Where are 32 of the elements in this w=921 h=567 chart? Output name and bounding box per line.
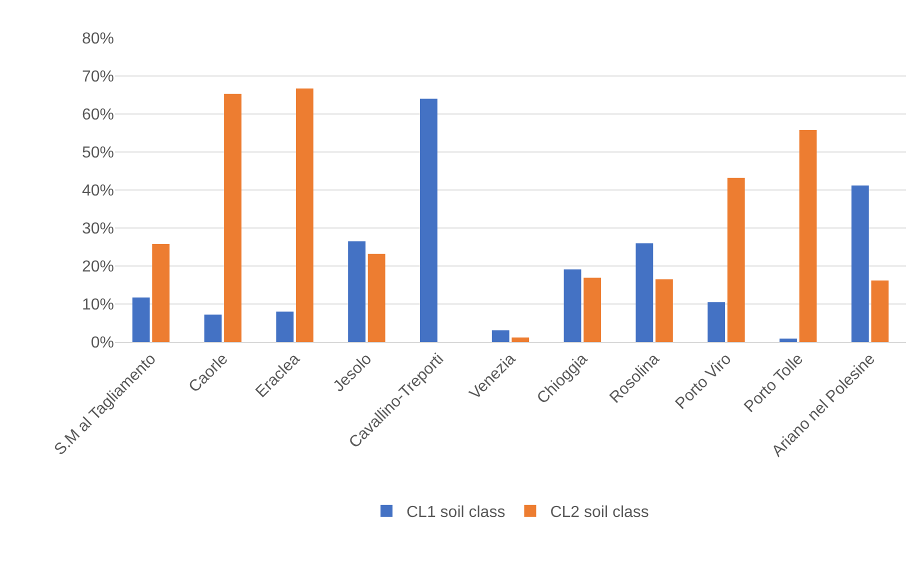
y-tick-label: 0% [90, 334, 114, 352]
y-tick-label: 50% [82, 144, 114, 162]
y-tick-label: 10% [82, 296, 114, 314]
bar [368, 254, 386, 342]
bar [851, 185, 869, 342]
bar [708, 302, 726, 342]
legend-label: CL2 soil class [550, 504, 649, 522]
bar [799, 130, 817, 342]
y-tick-label: 80% [82, 30, 114, 48]
bar [348, 241, 366, 342]
bar [132, 298, 150, 342]
bar [224, 94, 242, 342]
bar [727, 178, 745, 342]
y-tick-label: 30% [82, 220, 114, 238]
y-tick-label: 40% [82, 182, 114, 200]
bar [656, 279, 673, 342]
bar [871, 280, 889, 342]
bar [780, 338, 797, 342]
bar [636, 243, 654, 342]
bar [276, 312, 294, 342]
bar [492, 330, 510, 342]
y-tick-label: 20% [82, 258, 114, 276]
bar [296, 88, 314, 342]
bar [564, 269, 582, 342]
legend-label: CL1 soil class [406, 504, 506, 522]
y-tick-label: 60% [82, 106, 114, 124]
bar [512, 337, 530, 342]
bar [584, 278, 601, 342]
bar [420, 98, 438, 342]
bar [204, 314, 222, 342]
bar [152, 244, 170, 342]
y-tick-label: 70% [82, 68, 114, 86]
